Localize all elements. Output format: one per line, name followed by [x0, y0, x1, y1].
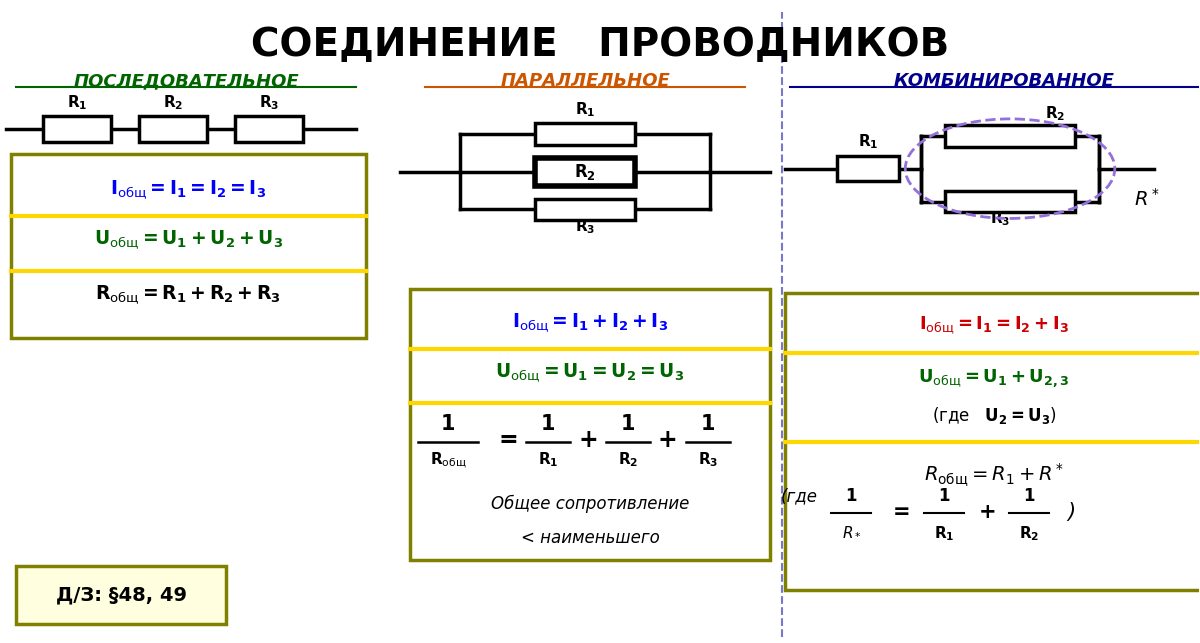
- Text: 1: 1: [442, 413, 456, 433]
- Text: ): ): [1067, 502, 1075, 522]
- Text: ПОСЛЕДОВАТЕЛЬНОЕ: ПОСЛЕДОВАТЕЛЬНОЕ: [73, 72, 299, 90]
- Bar: [946, 125, 1075, 147]
- Bar: [235, 116, 302, 141]
- Text: $\mathbf{I_{\mathsf{общ}}= I_1 + I_2 + I_3}$: $\mathbf{I_{\mathsf{общ}}= I_1 + I_2 + I…: [512, 311, 668, 334]
- Text: $\mathbf{R_3}$: $\mathbf{R_3}$: [697, 451, 718, 469]
- Text: 1: 1: [541, 413, 556, 433]
- Text: $\mathbf{R_2}$: $\mathbf{R_2}$: [163, 93, 184, 112]
- Text: $\mathbf{R_1}$: $\mathbf{R_1}$: [67, 93, 88, 112]
- Text: 1: 1: [701, 413, 715, 433]
- Text: Общее сопротивление: Общее сопротивление: [491, 495, 689, 513]
- Text: 1: 1: [620, 413, 635, 433]
- Bar: [139, 116, 206, 141]
- Text: $\mathbf{I_{\mathsf{общ}}= I_1 = I_2 +I_3}$: $\mathbf{I_{\mathsf{общ}}= I_1 = I_2 +I_…: [919, 315, 1069, 336]
- Text: $\mathbf{U_{\mathsf{общ}}= U_1= U_2 = U_3}$: $\mathbf{U_{\mathsf{общ}}= U_1= U_2 = U_…: [496, 362, 684, 385]
- Bar: [17, 566, 226, 624]
- Text: =: =: [498, 428, 518, 453]
- Bar: [535, 123, 635, 145]
- Text: $\mathbf{R_1}$: $\mathbf{R_1}$: [538, 451, 558, 469]
- Text: +: +: [658, 428, 678, 453]
- Text: $R_{\mathsf{общ}} = R_1 + R^*$: $R_{\mathsf{общ}} = R_1 + R^*$: [924, 462, 1064, 489]
- Text: $\mathbf{R_1}$: $\mathbf{R_1}$: [858, 132, 878, 152]
- Text: $R_*$: $R_*$: [841, 524, 862, 539]
- Text: КОМБИНИРОВАННОЕ: КОМБИНИРОВАННОЕ: [894, 72, 1115, 90]
- Text: Д/З: §48, 49: Д/З: §48, 49: [55, 585, 187, 604]
- Text: (где: (где: [781, 487, 818, 505]
- Text: $\mathbf{R_{\mathsf{общ}}=R_1+R_2+R_3}$: $\mathbf{R_{\mathsf{общ}}=R_1+R_2+R_3}$: [96, 283, 282, 306]
- Text: $\mathbf{R_3}$: $\mathbf{R_3}$: [258, 93, 278, 112]
- Text: СОЕДИНЕНИЕ   ПРОВОДНИКОВ: СОЕДИНЕНИЕ ПРОВОДНИКОВ: [251, 26, 949, 64]
- Text: $\mathbf{R_1}$: $\mathbf{R_1}$: [934, 524, 954, 543]
- Text: 1: 1: [938, 487, 950, 505]
- Bar: [43, 116, 112, 141]
- Text: +: +: [578, 428, 598, 453]
- Text: =: =: [893, 502, 910, 522]
- Text: (где   $\mathbf{U_2 = U_3}$): (где $\mathbf{U_2 = U_3}$): [931, 404, 1056, 426]
- Text: $\mathbf{I_{\mathsf{общ}}= I_1 = I_2 = I_3}$: $\mathbf{I_{\mathsf{общ}}= I_1 = I_2 = I…: [110, 179, 266, 201]
- Text: $\mathbf{U_{\mathsf{общ}}=U_1+U_2+U_3}$: $\mathbf{U_{\mathsf{общ}}=U_1+U_2+U_3}$: [94, 228, 283, 251]
- Bar: [11, 154, 366, 338]
- Text: $\mathbf{R_2}$: $\mathbf{R_2}$: [618, 451, 638, 469]
- Text: $\mathbf{R_2}$: $\mathbf{R_2}$: [1019, 524, 1039, 543]
- Text: ПАРАЛЛЕЛЬНОЕ: ПАРАЛЛЕЛЬНОЕ: [500, 72, 670, 90]
- Text: 1: 1: [846, 487, 857, 505]
- Bar: [535, 199, 635, 221]
- Bar: [946, 190, 1075, 212]
- Text: $\mathbf{R_{\mathsf{общ}}}$: $\mathbf{R_{\mathsf{общ}}}$: [430, 451, 467, 471]
- Text: < наименьшего: < наименьшего: [521, 529, 659, 547]
- Text: $\mathbf{R_2}$: $\mathbf{R_2}$: [1045, 104, 1066, 123]
- Bar: [535, 158, 635, 186]
- Text: $\mathbf{R_3}$: $\mathbf{R_3}$: [575, 217, 595, 236]
- Bar: [838, 156, 899, 181]
- Bar: [785, 293, 1200, 590]
- Text: $\mathbf{U_{\mathsf{общ}}=U_1+U_{2,3}}$: $\mathbf{U_{\mathsf{общ}}=U_1+U_{2,3}}$: [918, 367, 1070, 389]
- Text: $\mathbf{R_2}$: $\mathbf{R_2}$: [574, 161, 596, 182]
- Text: $\mathbf{R_1}$: $\mathbf{R_1}$: [575, 100, 595, 118]
- Text: +: +: [978, 502, 996, 522]
- Bar: [410, 289, 769, 560]
- Text: $\mathbf{R_3}$: $\mathbf{R_3}$: [990, 210, 1010, 228]
- Text: $R^*$: $R^*$: [1134, 188, 1159, 210]
- Text: 1: 1: [1024, 487, 1034, 505]
